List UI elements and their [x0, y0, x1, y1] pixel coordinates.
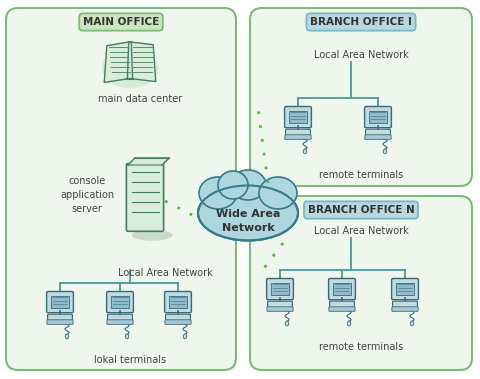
FancyBboxPatch shape: [286, 129, 311, 136]
FancyBboxPatch shape: [285, 135, 311, 139]
Ellipse shape: [383, 149, 387, 154]
FancyBboxPatch shape: [126, 163, 164, 231]
FancyBboxPatch shape: [329, 279, 355, 300]
Text: BRANCH OFFICE I: BRANCH OFFICE I: [310, 17, 412, 27]
Bar: [169, 296, 187, 309]
Text: main data center: main data center: [98, 94, 182, 104]
Ellipse shape: [65, 334, 69, 339]
FancyBboxPatch shape: [165, 320, 191, 324]
Text: Local Area Network: Local Area Network: [313, 226, 408, 236]
Polygon shape: [132, 42, 156, 81]
Ellipse shape: [347, 321, 351, 326]
Ellipse shape: [102, 47, 158, 88]
Text: remote terminals: remote terminals: [319, 170, 403, 180]
FancyBboxPatch shape: [47, 291, 73, 313]
FancyBboxPatch shape: [107, 291, 133, 313]
Text: BRANCH OFFICE N: BRANCH OFFICE N: [308, 205, 414, 215]
Bar: [369, 111, 387, 124]
FancyBboxPatch shape: [392, 307, 418, 311]
Ellipse shape: [125, 334, 129, 339]
Ellipse shape: [230, 170, 266, 200]
Ellipse shape: [132, 230, 173, 241]
Ellipse shape: [183, 334, 187, 339]
Text: Wide Area
Network: Wide Area Network: [216, 210, 280, 233]
FancyBboxPatch shape: [267, 307, 293, 311]
Bar: [51, 296, 69, 309]
Ellipse shape: [198, 185, 298, 241]
FancyBboxPatch shape: [268, 301, 292, 308]
Bar: [111, 296, 129, 309]
FancyBboxPatch shape: [48, 314, 72, 321]
FancyBboxPatch shape: [330, 301, 354, 308]
FancyBboxPatch shape: [107, 320, 133, 324]
Text: Local Area Network: Local Area Network: [118, 268, 212, 278]
Polygon shape: [104, 42, 129, 83]
Polygon shape: [128, 158, 169, 165]
FancyBboxPatch shape: [285, 106, 312, 128]
Text: lokal terminals: lokal terminals: [94, 355, 166, 365]
FancyBboxPatch shape: [392, 279, 419, 300]
Bar: [271, 283, 289, 295]
Ellipse shape: [218, 171, 248, 199]
FancyBboxPatch shape: [108, 314, 132, 321]
FancyBboxPatch shape: [393, 301, 418, 308]
FancyBboxPatch shape: [250, 8, 472, 186]
Ellipse shape: [199, 177, 237, 209]
Bar: [333, 283, 351, 295]
Text: remote terminals: remote terminals: [319, 342, 403, 352]
FancyBboxPatch shape: [166, 314, 191, 321]
Bar: [396, 283, 414, 295]
Text: console
application
server: console application server: [60, 176, 114, 214]
Bar: [289, 111, 307, 124]
Ellipse shape: [303, 149, 307, 154]
FancyBboxPatch shape: [250, 196, 472, 370]
Text: MAIN OFFICE: MAIN OFFICE: [83, 17, 159, 27]
FancyBboxPatch shape: [366, 129, 390, 136]
FancyBboxPatch shape: [365, 106, 391, 128]
FancyBboxPatch shape: [165, 291, 192, 313]
Ellipse shape: [410, 321, 414, 326]
Ellipse shape: [285, 321, 289, 326]
FancyBboxPatch shape: [6, 8, 236, 370]
Text: Local Area Network: Local Area Network: [313, 50, 408, 60]
FancyBboxPatch shape: [365, 135, 391, 139]
Ellipse shape: [259, 177, 297, 209]
FancyBboxPatch shape: [329, 307, 355, 311]
FancyBboxPatch shape: [266, 279, 293, 300]
FancyBboxPatch shape: [47, 320, 73, 324]
